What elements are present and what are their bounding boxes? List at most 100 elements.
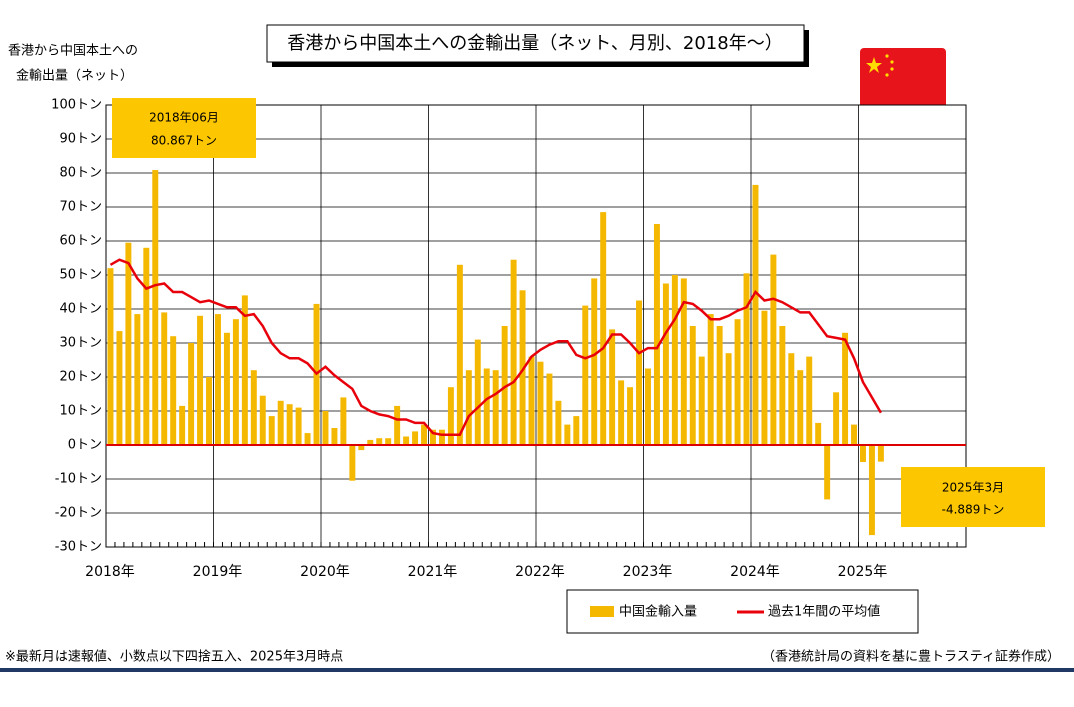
bar [716, 326, 723, 445]
bar [833, 392, 840, 445]
bar [788, 353, 795, 445]
bar [179, 405, 186, 445]
y-tick-label: 60トン [59, 234, 102, 249]
bar [107, 268, 114, 445]
y-tick-label: 70トン [59, 200, 102, 215]
bar [528, 356, 535, 445]
bar [438, 429, 445, 445]
footer-rule [0, 668, 1074, 672]
bar [546, 373, 553, 445]
y-tick-label: 80トン [59, 166, 102, 181]
x-tick-label: 2023年 [623, 564, 673, 580]
bar [564, 424, 571, 445]
bar [403, 436, 410, 445]
bar [465, 370, 472, 445]
y-tick-label: 30トン [59, 336, 102, 351]
legend-swatch [590, 606, 614, 617]
bar [851, 424, 857, 445]
bar [430, 429, 436, 445]
bar [376, 438, 383, 445]
bar [421, 424, 427, 445]
x-tick-label: 2021年 [408, 564, 458, 580]
x-tick-label: 2019年 [193, 564, 243, 580]
bar [806, 356, 813, 445]
bar [627, 387, 634, 445]
x-tick-label: 2022年 [515, 564, 565, 580]
bar [474, 339, 481, 445]
bar [752, 184, 759, 445]
bar [609, 329, 616, 445]
bar [743, 273, 750, 445]
bar [582, 305, 589, 445]
bar [358, 445, 365, 451]
bar [519, 290, 526, 445]
y-tick-label: -30トン [55, 540, 102, 555]
source-note: （香港統計局の資料を基に豊トラスティ証券作成） [762, 649, 1060, 665]
annotation: 2025年3月 [942, 481, 1004, 495]
bar [170, 336, 177, 445]
bar [116, 331, 123, 445]
bar [618, 380, 625, 445]
annotation-box [112, 98, 256, 158]
bar [636, 300, 642, 445]
y-tick-label: 100トン [51, 98, 102, 113]
bar [797, 370, 804, 445]
bar [645, 368, 651, 445]
bar [125, 242, 132, 445]
y-tick-label: 40トン [59, 302, 102, 317]
y-tick-label: -10トン [55, 472, 102, 487]
bar [689, 326, 696, 445]
bar [143, 247, 150, 445]
bar [232, 319, 239, 445]
y-axis-label: 金輸出量（ネット） [16, 68, 133, 84]
x-tick-label: 2024年 [730, 564, 780, 580]
bar [331, 428, 338, 445]
bar [412, 431, 419, 445]
bar [842, 332, 849, 445]
bar [779, 326, 786, 445]
x-tick-label: 2018年 [85, 564, 135, 580]
bar [394, 405, 401, 445]
bar [259, 395, 266, 445]
bar [241, 295, 248, 445]
title-box [266, 24, 805, 63]
bar [295, 407, 302, 445]
bar [483, 368, 490, 445]
bar [671, 275, 678, 445]
bar [492, 370, 499, 445]
bar [600, 212, 607, 445]
bar [447, 387, 454, 445]
bar [707, 314, 714, 445]
y-tick-label: 50トン [59, 268, 102, 283]
bar [367, 439, 374, 445]
bar [510, 259, 517, 445]
bar [815, 422, 822, 445]
annotation: -4.889トン [942, 503, 1005, 517]
bar [653, 224, 660, 445]
bar [725, 353, 732, 445]
y-tick-label: 20トン [59, 370, 102, 385]
bar [385, 438, 392, 445]
bar [134, 314, 141, 445]
bar [734, 319, 741, 445]
bar [555, 400, 562, 445]
bar [152, 170, 159, 446]
bar [206, 377, 212, 445]
bar [877, 445, 884, 462]
legend-label: 中国金輸入量 [619, 604, 697, 620]
bar [286, 404, 293, 445]
bar [215, 314, 221, 445]
x-tick-label: 2020年 [300, 564, 350, 580]
annotation-box [901, 467, 1045, 527]
bar [573, 416, 580, 445]
annotation: 80.867トン [151, 134, 217, 148]
y-tick-label: 10トン [59, 404, 102, 419]
bar [761, 310, 768, 445]
line [109, 258, 882, 437]
legend-label: 過去1年間の平均値 [768, 604, 880, 620]
footnote: ※最新月は速報値、小数点以下四捨五入、2025年3月時点 [5, 649, 343, 665]
bar [662, 283, 669, 445]
bar [197, 315, 204, 445]
bar [591, 278, 598, 445]
y-tick-label: -20トン [55, 506, 102, 521]
